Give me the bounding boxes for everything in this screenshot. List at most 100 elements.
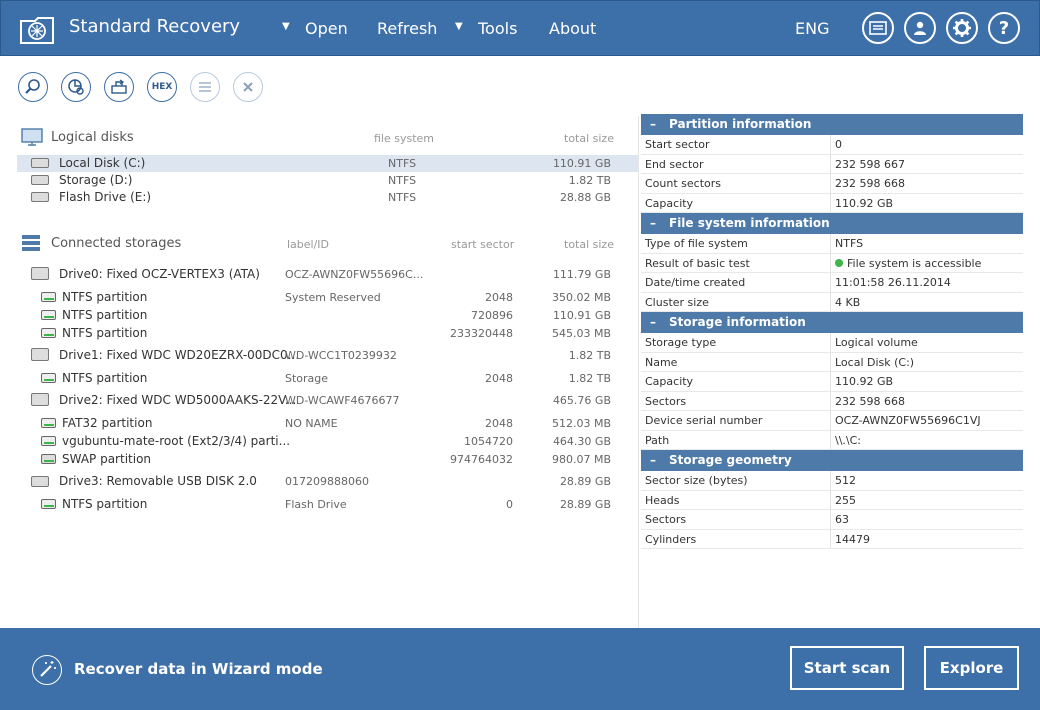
partition-row[interactable]: NTFS partition 233320448 545.03 MB bbox=[17, 325, 638, 342]
drive-row[interactable]: Drive0: Fixed OCZ-VERTEX3 (ATA) OCZ-AWNZ… bbox=[17, 266, 638, 283]
connected-storages-title: Connected storages bbox=[51, 236, 182, 251]
partition-icon bbox=[41, 328, 56, 338]
search-button[interactable] bbox=[18, 72, 48, 102]
partition-row[interactable]: NTFS partition System Reserved 2048 350.… bbox=[17, 289, 638, 306]
account-button[interactable] bbox=[904, 12, 936, 44]
log-button[interactable] bbox=[862, 12, 894, 44]
col-start-sector: start sector bbox=[451, 238, 515, 251]
partition-icon bbox=[41, 292, 56, 302]
collapse-icon[interactable]: – bbox=[650, 117, 656, 131]
logical-disk-row[interactable]: Local Disk (C:) NTFS 110.91 GB bbox=[17, 155, 638, 172]
hex-editor-button[interactable]: HEX bbox=[147, 72, 177, 102]
storage-info-header[interactable]: – Storage information bbox=[641, 312, 1023, 333]
partition-icon bbox=[41, 373, 56, 383]
info-row: Capacity 110.92 GB bbox=[641, 193, 1023, 213]
filesystem-info-header[interactable]: – File system information bbox=[641, 213, 1023, 234]
info-row: Date/time created 11:01:58 26.11.2014 bbox=[641, 273, 1023, 293]
info-row: Sector size (bytes) 512 bbox=[641, 471, 1023, 491]
gear-icon bbox=[953, 19, 971, 37]
settings-button[interactable] bbox=[946, 12, 978, 44]
info-row: Path \\.\C: bbox=[641, 430, 1023, 450]
partition-icon bbox=[41, 436, 56, 446]
magic-wand-icon bbox=[40, 661, 56, 677]
info-row: Storage type Logical volume bbox=[641, 333, 1023, 353]
user-icon bbox=[914, 21, 926, 35]
info-row: Cylinders 14479 bbox=[641, 529, 1023, 549]
info-row: Name Local Disk (C:) bbox=[641, 352, 1023, 372]
col-total-size: total size bbox=[564, 238, 614, 251]
app-logo-icon bbox=[20, 17, 54, 44]
drive-icon bbox=[31, 175, 49, 185]
explore-button[interactable]: Explore bbox=[924, 646, 1019, 690]
info-row: Result of basic test File system is acces… bbox=[641, 253, 1023, 273]
menu-open[interactable]: Open bbox=[305, 19, 348, 38]
hex-icon: HEX bbox=[151, 82, 173, 92]
storage-geometry-header[interactable]: – Storage geometry bbox=[641, 450, 1023, 471]
start-scan-button[interactable]: Start scan bbox=[790, 646, 904, 690]
info-row: Sectors 63 bbox=[641, 510, 1023, 530]
wizard-mode-link[interactable]: Recover data in Wizard mode bbox=[74, 660, 323, 678]
bottom-action-bar: Recover data in Wizard mode Start scan E… bbox=[0, 628, 1040, 710]
partition-icon bbox=[41, 418, 56, 428]
create-image-button[interactable] bbox=[104, 72, 134, 102]
partition-row[interactable]: NTFS partition Flash Drive 0 28.89 GB bbox=[17, 496, 638, 513]
list-view-button[interactable] bbox=[190, 72, 220, 102]
swap-partition-icon bbox=[41, 454, 56, 464]
wizard-button[interactable] bbox=[32, 655, 62, 685]
collapse-icon[interactable]: – bbox=[650, 216, 656, 230]
drive-icon bbox=[31, 192, 49, 202]
connected-storages-header: Connected storages label/ID start sector… bbox=[16, 234, 636, 254]
collapse-icon[interactable]: – bbox=[650, 315, 656, 329]
menu-tools[interactable]: Tools bbox=[478, 19, 518, 38]
scan-button[interactable] bbox=[61, 72, 91, 102]
collapse-icon[interactable]: – bbox=[650, 453, 656, 467]
drive-row[interactable]: Drive3: Removable USB DISK 2.0 017209888… bbox=[17, 473, 638, 490]
partition-icon bbox=[41, 499, 56, 509]
partition-icon bbox=[41, 310, 56, 320]
open-dropdown-arrow-icon[interactable]: ▼ bbox=[282, 21, 290, 32]
panel-divider[interactable] bbox=[638, 116, 639, 628]
info-row: Capacity 110.92 GB bbox=[641, 372, 1023, 392]
status-ok-icon bbox=[835, 258, 843, 267]
app-title: Standard Recovery bbox=[69, 16, 241, 37]
logical-disk-row[interactable]: Flash Drive (E:) NTFS 28.88 GB bbox=[17, 189, 638, 206]
col-label-id: label/ID bbox=[287, 238, 330, 251]
info-row: Count sectors 232 598 668 bbox=[641, 174, 1023, 194]
partition-row[interactable]: FAT32 partition NO NAME 2048 512.03 MB bbox=[17, 415, 638, 432]
list-icon bbox=[199, 82, 211, 92]
partition-row[interactable]: vgubuntu-mate-root (Ext2/3/4) parti... 1… bbox=[17, 433, 638, 450]
col-total-size: total size bbox=[564, 132, 614, 145]
disk-image-icon bbox=[111, 79, 127, 94]
tools-dropdown-arrow-icon[interactable]: ▼ bbox=[455, 21, 463, 32]
help-button[interactable]: ? bbox=[988, 12, 1020, 44]
logical-disks-header: Logical disks file system total size bbox=[16, 128, 636, 148]
log-icon bbox=[869, 21, 887, 35]
menu-about[interactable]: About bbox=[549, 19, 597, 38]
usb-drive-icon bbox=[31, 476, 49, 487]
info-row: Device serial number OCZ-AWNZ0FW55696C1VJ bbox=[641, 411, 1023, 431]
partition-row[interactable]: NTFS partition Storage 2048 1.82 TB bbox=[17, 370, 638, 387]
language-selector[interactable]: ENG bbox=[795, 19, 830, 38]
partition-row[interactable]: SWAP partition 974764032 980.07 MB bbox=[17, 451, 638, 468]
info-row: Start sector 0 bbox=[641, 135, 1023, 155]
title-bar: Standard Recovery ▼ Open Refresh ▼ Tools… bbox=[0, 0, 1040, 56]
storage-tree-panel: Logical disks file system total size Loc… bbox=[0, 116, 638, 628]
menu-refresh[interactable]: Refresh bbox=[377, 19, 438, 38]
info-row: Sectors 232 598 668 bbox=[641, 391, 1023, 411]
info-row: End sector 232 598 667 bbox=[641, 154, 1023, 174]
hdd-icon bbox=[31, 348, 49, 361]
server-icon bbox=[22, 235, 40, 251]
hdd-icon bbox=[31, 393, 49, 406]
search-icon bbox=[25, 79, 40, 94]
partition-info-header[interactable]: – Partition information bbox=[641, 114, 1023, 135]
toolbar: HEX bbox=[0, 56, 1040, 116]
disk-scan-icon bbox=[68, 79, 84, 95]
logical-disks-title: Logical disks bbox=[51, 130, 134, 145]
close-button[interactable] bbox=[233, 72, 263, 102]
partition-row[interactable]: NTFS partition 720896 110.91 GB bbox=[17, 307, 638, 324]
drive-row[interactable]: Drive1: Fixed WDC WD20EZRX-00DC0... WD-W… bbox=[17, 347, 638, 364]
logical-disk-row[interactable]: Storage (D:) NTFS 1.82 TB bbox=[17, 172, 638, 189]
drive-icon bbox=[31, 158, 49, 168]
info-row: Heads 255 bbox=[641, 490, 1023, 510]
drive-row[interactable]: Drive2: Fixed WDC WD5000AAKS-22V... WD-W… bbox=[17, 392, 638, 409]
